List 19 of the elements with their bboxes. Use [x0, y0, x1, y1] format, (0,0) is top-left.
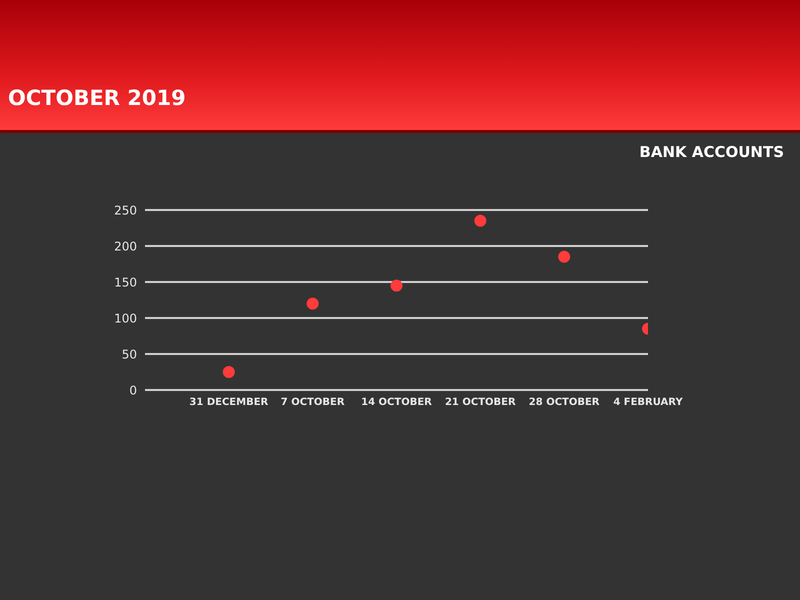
y-tick-label: 50	[122, 347, 137, 362]
x-tick-label: 4 FEBRUARY	[613, 397, 684, 408]
x-tick-label: 31 DECEMBER	[189, 397, 269, 408]
x-tick-label: 7 OCTOBER	[280, 397, 345, 408]
point	[306, 298, 319, 310]
chart-title: OCTOBER 2019	[8, 86, 186, 110]
point	[474, 214, 486, 227]
y-tick-label: 100	[114, 311, 137, 326]
point	[222, 366, 235, 378]
y-tick-label: 0	[129, 383, 137, 398]
point	[558, 250, 570, 263]
x-tick-label: 28 OCTOBER	[528, 397, 600, 408]
point	[390, 280, 402, 292]
y-tick-label: 250	[114, 203, 137, 218]
x-tick-label: 21 OCTOBER	[444, 397, 516, 408]
text: BANK ACCOUNTS	[639, 143, 784, 161]
x-tick-label: 14 OCTOBER	[361, 397, 432, 408]
y-tick-label: 150	[114, 275, 137, 290]
y-tick-label: 200	[114, 239, 137, 254]
